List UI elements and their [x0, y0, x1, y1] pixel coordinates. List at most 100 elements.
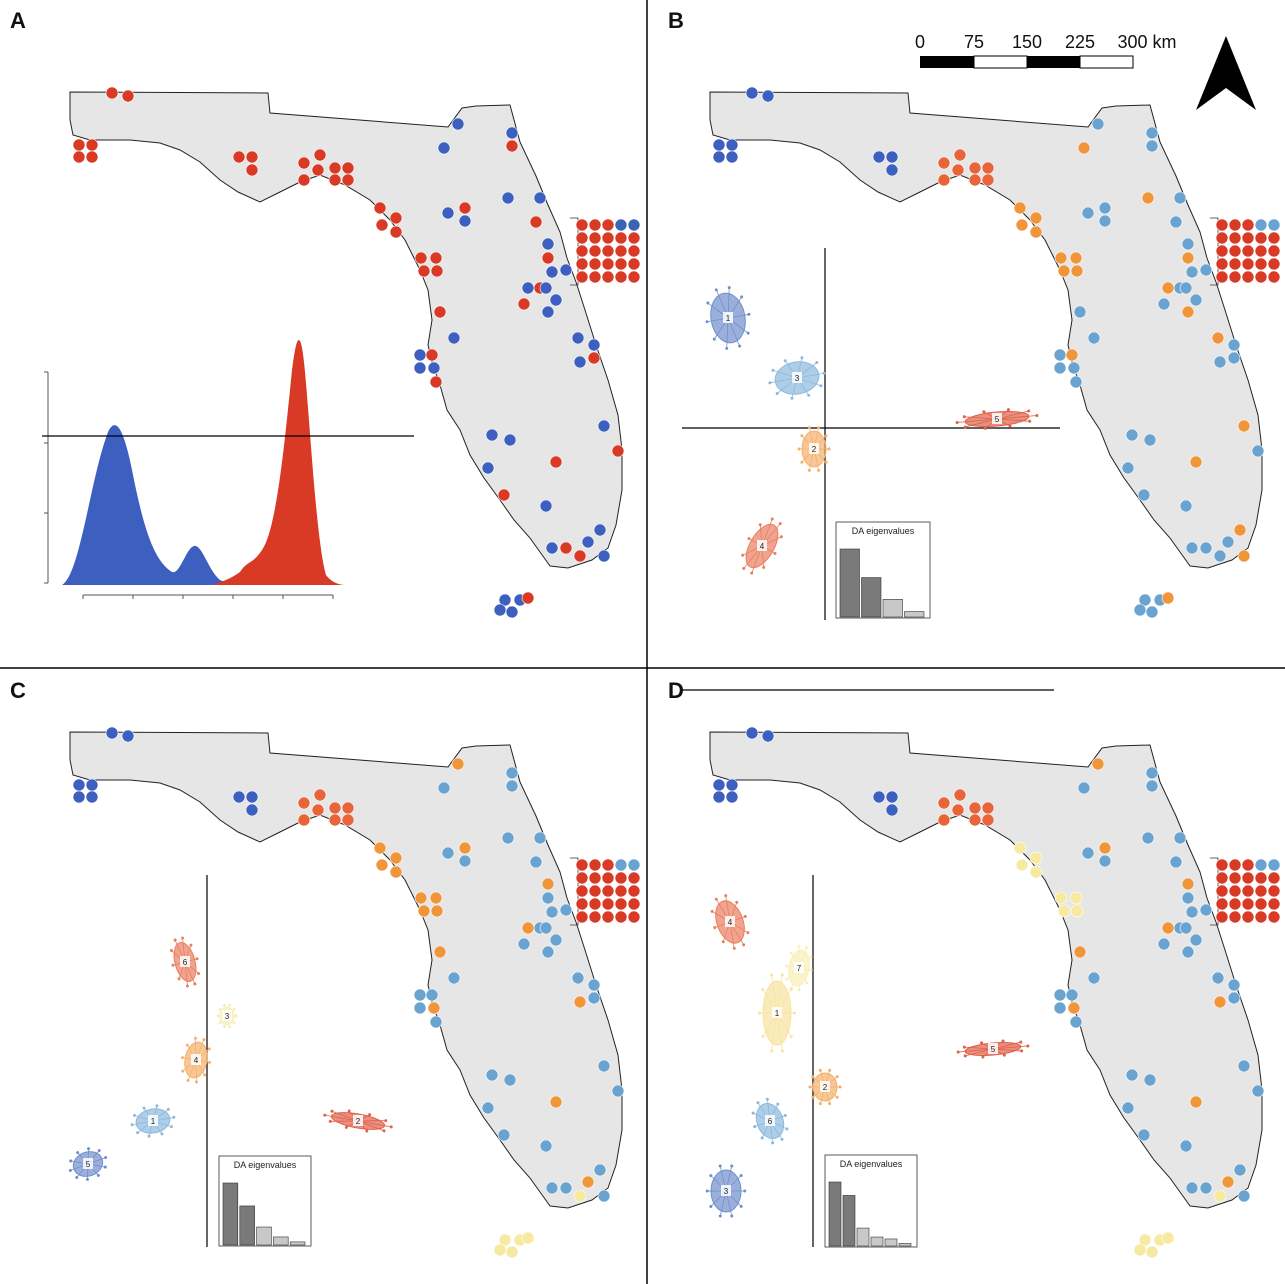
site-marker	[981, 813, 995, 827]
site-marker	[1070, 904, 1084, 918]
site-marker	[1199, 1181, 1213, 1195]
site-marker	[712, 150, 726, 164]
da-scatter: 6 3 4 1 5 2 DA eigenvalues	[42, 435, 414, 1247]
site-marker	[1013, 841, 1027, 855]
site-marker	[1087, 331, 1101, 345]
inset-marker	[575, 884, 589, 898]
site-marker	[1227, 991, 1241, 1005]
site-marker	[1145, 1245, 1159, 1259]
inset-marker	[1215, 910, 1229, 924]
site-marker	[1213, 995, 1227, 1009]
site-marker	[451, 757, 465, 771]
site-marker	[1069, 375, 1083, 389]
site-marker	[541, 305, 555, 319]
site-marker	[539, 499, 553, 513]
inset-marker	[601, 910, 615, 924]
site-marker	[1179, 499, 1193, 513]
inset-marker	[588, 231, 602, 245]
eigenvalue-bar	[828, 1181, 842, 1247]
site-marker	[872, 790, 886, 804]
site-marker	[1029, 851, 1043, 865]
inset-marker	[1254, 910, 1268, 924]
site-marker	[417, 264, 431, 278]
inset-marker	[627, 897, 641, 911]
site-marker	[297, 813, 311, 827]
inset-marker	[1267, 244, 1281, 258]
inset-marker	[588, 218, 602, 232]
inset-marker	[1215, 858, 1229, 872]
cluster-label: 1	[151, 1117, 156, 1126]
site-marker	[1157, 297, 1171, 311]
inset-marker	[1254, 257, 1268, 271]
site-marker	[529, 855, 543, 869]
site-marker	[1199, 263, 1213, 277]
site-marker	[1081, 846, 1095, 860]
cluster-label: 4	[194, 1056, 199, 1065]
site-marker	[1098, 214, 1112, 228]
site-markers	[712, 726, 1281, 1259]
inset-marker	[614, 218, 628, 232]
site-marker	[885, 163, 899, 177]
eigenvalue-bar	[884, 1238, 898, 1247]
panel-label: D	[668, 678, 684, 703]
inset-marker	[614, 270, 628, 284]
site-marker	[373, 201, 387, 215]
site-marker	[429, 891, 443, 905]
site-marker	[1067, 361, 1081, 375]
site-marker	[1053, 361, 1067, 375]
cluster-label: 1	[775, 1009, 780, 1018]
inset-marker	[588, 871, 602, 885]
inset-marker	[1215, 231, 1229, 245]
site-marker	[1087, 971, 1101, 985]
site-marker	[597, 1189, 611, 1203]
site-marker	[541, 237, 555, 251]
site-marker	[85, 778, 99, 792]
eigenvalue-bar	[842, 1195, 856, 1247]
inset-marker	[601, 244, 615, 258]
eigenvalue-bar	[239, 1205, 255, 1246]
site-marker	[581, 1175, 595, 1189]
site-marker	[937, 796, 951, 810]
inset-marker	[1267, 884, 1281, 898]
inset-marker	[601, 257, 615, 271]
site-marker	[1145, 605, 1159, 619]
site-marker	[761, 89, 775, 103]
site-marker	[417, 904, 431, 918]
site-marker	[433, 305, 447, 319]
site-marker	[1233, 1163, 1247, 1177]
site-marker	[1070, 264, 1084, 278]
inset-marker	[627, 270, 641, 284]
site-marker	[1073, 305, 1087, 319]
eigenvalue-bar	[222, 1182, 239, 1246]
site-marker	[1189, 455, 1203, 469]
site-marker	[458, 201, 472, 215]
site-marker	[375, 218, 389, 232]
site-marker	[725, 150, 739, 164]
site-marker	[529, 215, 543, 229]
site-marker	[587, 978, 601, 992]
inset-marker	[601, 858, 615, 872]
site-marker	[725, 790, 739, 804]
site-marker	[1179, 281, 1193, 295]
inset-marker	[588, 910, 602, 924]
site-marker	[745, 86, 759, 100]
scale-tick: 225	[1065, 32, 1095, 52]
inset-marker	[627, 884, 641, 898]
site-marker	[121, 89, 135, 103]
site-marker	[951, 163, 965, 177]
site-marker	[761, 729, 775, 743]
site-marker	[501, 191, 515, 205]
panel-label: C	[10, 678, 26, 703]
site-marker	[505, 126, 519, 140]
site-marker	[1121, 1101, 1135, 1115]
density-blue	[62, 425, 232, 585]
site-marker	[232, 790, 246, 804]
cluster-label-bg	[820, 1081, 830, 1092]
site-marker	[1221, 1175, 1235, 1189]
site-marker	[1121, 461, 1135, 475]
cluster-ellipse	[130, 1104, 176, 1138]
site-marker	[437, 781, 451, 795]
inset-marker	[1215, 871, 1229, 885]
site-marker	[414, 251, 428, 265]
site-marker	[533, 191, 547, 205]
